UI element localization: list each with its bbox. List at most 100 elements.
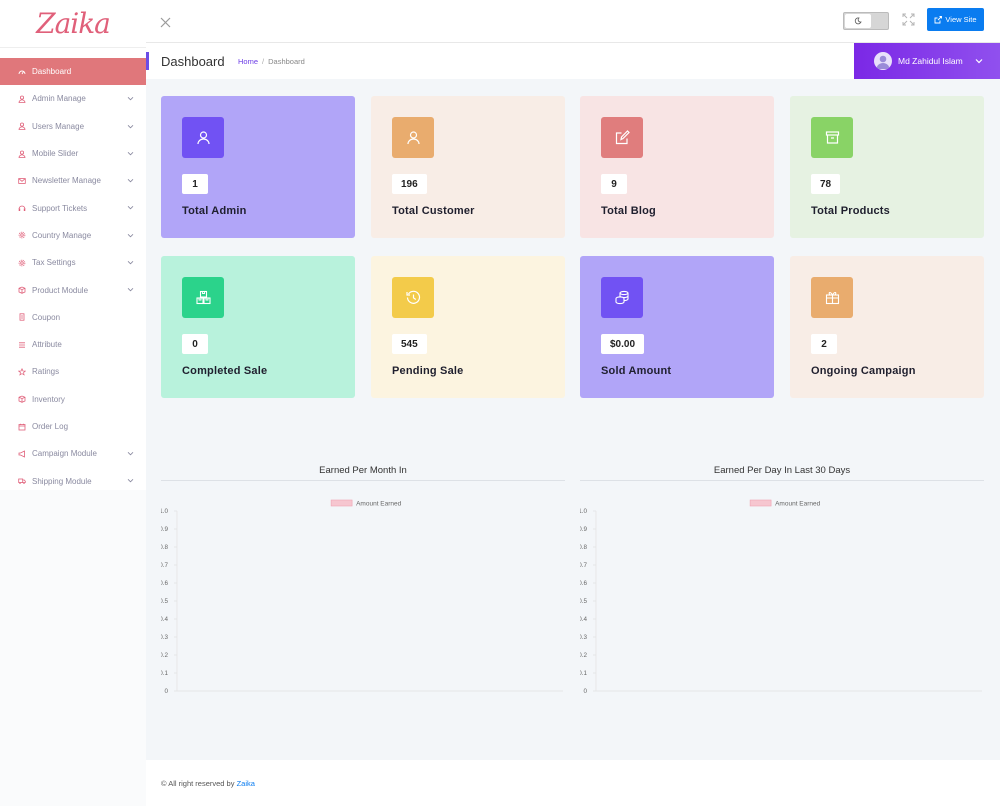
stat-label: Completed Sale (182, 365, 268, 377)
legend-swatch (330, 499, 353, 507)
stat-card-total-customer[interactable]: 196 Total Customer (371, 96, 565, 238)
box-icon (16, 395, 28, 403)
sidebar-bottom-area (0, 490, 146, 806)
sidebar-item-users-manage[interactable]: Users Manage (0, 113, 146, 140)
header-accent (146, 52, 149, 70)
stat-card-pending-sale[interactable]: 545 Pending Sale (371, 256, 565, 398)
moon-icon (854, 17, 862, 25)
chart-title: Earned Per Day In Last 30 Days (713, 465, 851, 476)
y-tick-label: 0.4 (580, 616, 587, 623)
fullscreen-icon[interactable] (902, 13, 915, 26)
megaphone-icon (16, 450, 28, 458)
sidebar-item-product-module[interactable]: Product Module (0, 276, 146, 303)
sidebar-item-ratings[interactable]: Ratings (0, 358, 146, 385)
y-tick-label: 0 (583, 688, 587, 695)
sidebar-item-country-manage[interactable]: Country Manage (0, 222, 146, 249)
sidebar-item-label: Campaign Module (32, 449, 97, 459)
y-tick-label: 0.6 (580, 580, 587, 587)
gear-icon (16, 231, 28, 239)
stat-card-total-blog[interactable]: 9 Total Blog (580, 96, 774, 238)
chevron-down-icon (127, 97, 134, 101)
sidebar-item-label: Ratings (32, 367, 60, 377)
stat-value: 78 (811, 174, 841, 194)
y-tick-label: 0.5 (161, 598, 168, 605)
y-tick-label: 0 (164, 688, 168, 695)
chevron-down-icon (127, 206, 134, 210)
star-icon (16, 367, 28, 376)
y-tick-label: 0.3 (161, 634, 168, 641)
chart-monthly-plot: Amount Earned 1.0 0.9 0.8 0.7 0.6 0.5 0.4 0.3 0.2… (161, 499, 563, 695)
chevron-down-icon (127, 179, 134, 183)
user-avatar-icon (876, 55, 890, 69)
history-icon (392, 277, 434, 318)
sidebar-item-label: Order Log (32, 422, 69, 431)
user-icon (392, 117, 434, 158)
sidebar-item-label: Coupon (32, 312, 61, 322)
truck-icon (16, 477, 28, 485)
legend-swatch (749, 499, 772, 507)
stat-value: 1 (182, 174, 208, 194)
chevron-down-icon (127, 452, 134, 456)
sidebar-item-label: Admin Manage (32, 94, 86, 104)
legend-label: Amount Earned (775, 501, 821, 508)
stat-label: Sold Amount (601, 365, 672, 377)
footer-brand-link[interactable]: Zaika (236, 779, 255, 788)
sidebar-item-dashboard[interactable]: Dashboard (0, 58, 146, 86)
sidebar-item-label: Tax Settings (32, 258, 76, 268)
sidebar-item-tax-settings[interactable]: Tax Settings (0, 249, 146, 276)
stat-card-ongoing-campaign[interactable]: 2 Ongoing Campaign (790, 256, 984, 398)
sidebar-item-mobile-slider[interactable]: Mobile Slider (0, 140, 146, 167)
sidebar-item-support-tickets[interactable]: Support Tickets (0, 194, 146, 221)
sidebar-item-label: Mobile Slider (32, 149, 79, 159)
toggle-knob (845, 14, 871, 28)
close-icon[interactable] (160, 17, 171, 28)
stat-card-total-products[interactable]: 78 Total Products (790, 96, 984, 238)
y-tick-label: 0.9 (580, 526, 587, 533)
page-header: Dashboard Home / Dashboard Md Zahidul Isla… (146, 43, 1000, 79)
user-menu[interactable]: Md Zahidul Islam (854, 43, 1000, 79)
copyright-text: © All right reserved by (161, 779, 235, 788)
chart-title-divider (580, 480, 984, 481)
gear-icon (16, 259, 28, 267)
footer-text: © All right reserved by Zaika (161, 779, 255, 788)
stat-card-sold-amount[interactable]: $0.00 Sold Amount (580, 256, 774, 398)
user-name: Md Zahidul Islam (898, 56, 963, 66)
sidebar-item-newsletter-manage[interactable]: Newsletter Manage (0, 167, 146, 194)
theme-toggle[interactable] (843, 12, 889, 30)
breadcrumb-home[interactable]: Home (238, 57, 259, 66)
y-tick-label: 0.9 (161, 526, 168, 533)
y-tick-label: 0.8 (161, 544, 168, 551)
sidebar-item-attribute[interactable]: Attribute (0, 331, 146, 358)
sidebar-item-label: Shipping Module (32, 476, 92, 486)
edit-icon (601, 117, 643, 158)
sidebar-item-campaign-module[interactable]: Campaign Module (0, 440, 146, 467)
sidebar-item-admin-manage[interactable]: Admin Manage (0, 85, 146, 112)
sidebar-item-order-log[interactable]: Order Log (0, 413, 146, 440)
stat-card-total-admin[interactable]: 1 Total Admin (161, 96, 355, 238)
chart-title-divider (161, 480, 565, 481)
user-icon (182, 117, 224, 158)
sidebar-item-inventory[interactable]: Inventory (0, 386, 146, 413)
legend-label: Amount Earned (356, 501, 402, 508)
chart-panel-daily: Earned Per Day In Last 30 Days Amount Ea… (580, 458, 984, 703)
stat-label: Total Products (811, 205, 890, 217)
stat-label: Total Blog (601, 205, 656, 217)
sidebar-item-label: Dashboard (32, 67, 72, 77)
sidebar-item-coupon[interactable]: Coupon (0, 304, 146, 331)
stat-value: 545 (392, 334, 427, 354)
stat-card-completed-sale[interactable]: 0 Completed Sale (161, 256, 355, 398)
stat-label: Total Admin (182, 205, 247, 217)
sidebar-item-shipping-module[interactable]: Shipping Module (0, 467, 146, 494)
page-title: Dashboard (161, 54, 225, 69)
brand-logo[interactable]: Zaika (36, 7, 111, 40)
headset-icon (16, 204, 28, 212)
view-site-button[interactable]: View Site (927, 8, 984, 31)
stat-value: 9 (601, 174, 627, 194)
calendar-icon (16, 423, 28, 431)
stat-value: 0 (182, 334, 208, 354)
mail-icon (16, 177, 28, 185)
archive-icon (811, 117, 853, 158)
breadcrumb-current: Dashboard (268, 57, 305, 66)
sidebar-item-label: Support Tickets (32, 203, 88, 213)
coins-icon (601, 277, 643, 318)
